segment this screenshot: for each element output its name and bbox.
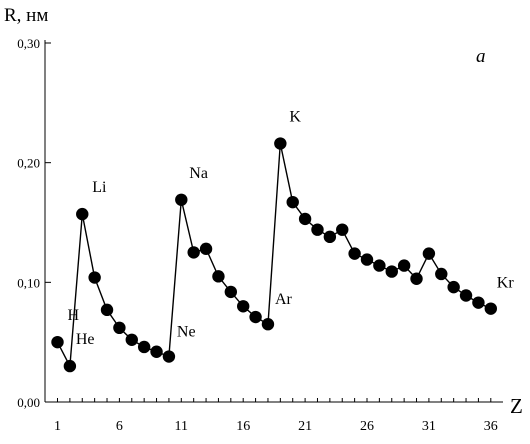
x-axis-label: Z	[510, 394, 523, 418]
x-tick-label: 1	[54, 419, 61, 434]
data-point	[224, 285, 238, 299]
data-point	[113, 321, 126, 335]
data-point	[348, 247, 361, 260]
data-point	[286, 195, 299, 209]
data-point	[76, 207, 89, 221]
data-point	[88, 271, 101, 284]
element-label: He	[76, 331, 95, 348]
data-point	[187, 246, 200, 259]
x-tick-label: 16	[236, 419, 250, 434]
y-tick-label: 0,30	[17, 36, 40, 51]
panel-label: а	[476, 46, 486, 67]
element-label: K	[289, 109, 301, 126]
data-point	[237, 300, 250, 313]
data-point	[137, 340, 151, 354]
data-point	[298, 212, 312, 226]
data-point	[472, 296, 485, 309]
y-axis-label: R, нм	[4, 5, 48, 26]
data-point	[100, 303, 114, 317]
data-point	[150, 345, 163, 358]
data-point	[373, 259, 386, 272]
data-point	[199, 242, 213, 256]
x-tick-label: 36	[484, 419, 498, 434]
data-point	[459, 289, 473, 302]
x-tick-label: 26	[360, 419, 374, 434]
element-label: Ne	[177, 324, 196, 341]
data-point	[212, 270, 225, 283]
data-point	[484, 302, 497, 315]
element-label: Li	[92, 179, 107, 196]
element-label: Na	[189, 165, 208, 182]
data-point	[323, 230, 337, 244]
y-tick-label: 0,20	[17, 156, 40, 171]
data-point	[162, 350, 176, 363]
x-tick-label: 31	[422, 419, 436, 434]
data-point	[51, 335, 64, 349]
data-point	[261, 318, 275, 331]
y-tick-label: 0,00	[17, 395, 40, 410]
data-point	[385, 265, 398, 278]
data-point	[336, 223, 349, 236]
data-point	[397, 259, 411, 272]
element-label: Ar	[275, 291, 293, 308]
data-point	[422, 247, 436, 260]
data-point	[249, 310, 262, 324]
data-point	[447, 280, 460, 294]
data-point	[63, 359, 77, 373]
data-point	[125, 333, 138, 346]
element-label: Kr	[497, 275, 515, 292]
data-point	[311, 223, 324, 236]
data-point	[410, 272, 423, 285]
data-point	[274, 137, 287, 150]
data-point	[360, 253, 374, 266]
data-point	[435, 267, 448, 281]
x-tick-label: 6	[116, 419, 123, 434]
y-tick-label: 0,10	[17, 275, 40, 290]
x-tick-label: 11	[175, 419, 188, 434]
x-tick-label: 21	[298, 419, 312, 434]
data-point	[175, 193, 188, 206]
element-label: H	[68, 307, 80, 324]
